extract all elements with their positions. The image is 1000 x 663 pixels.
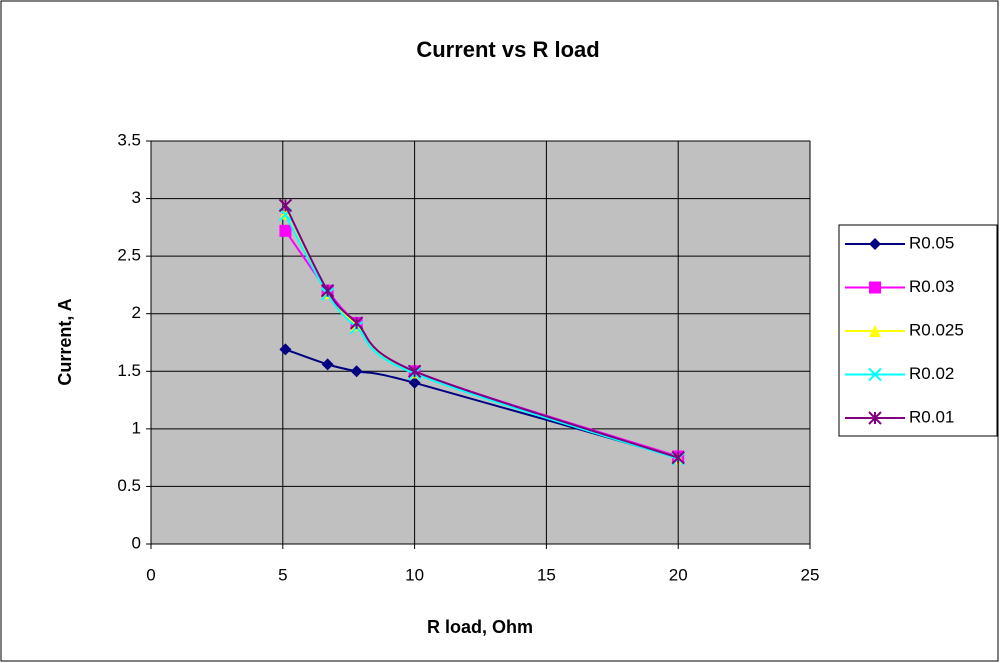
legend-label: R0.02 — [909, 364, 954, 383]
legend-label: R0.05 — [909, 233, 954, 252]
marker — [350, 365, 363, 378]
marker — [279, 343, 292, 356]
marker — [279, 224, 292, 237]
x-tick-label: 25 — [801, 565, 820, 584]
x-tick-label: 15 — [537, 565, 556, 584]
legend-label: R0.025 — [909, 320, 964, 339]
y-tick-label: 2 — [132, 303, 141, 322]
y-tick-label: 0 — [132, 533, 141, 552]
y-axis-label: Current, A — [55, 298, 75, 385]
x-tick-label: 0 — [146, 565, 155, 584]
x-axis-label: R load, Ohm — [427, 617, 533, 637]
x-tick-label: 5 — [278, 565, 287, 584]
y-tick-label: 3 — [132, 188, 141, 207]
legend-label: R0.01 — [909, 407, 954, 426]
marker — [321, 358, 334, 371]
y-tick-label: 1.5 — [117, 361, 141, 380]
marker — [869, 281, 881, 294]
marker — [869, 325, 881, 337]
series-line — [284, 205, 679, 459]
marker — [278, 198, 293, 213]
marker — [869, 238, 881, 250]
legend-label: R0.03 — [909, 277, 954, 296]
chart-title: Current vs R load — [416, 37, 599, 62]
marker — [349, 316, 364, 330]
plot-area — [150, 140, 811, 545]
y-tick-label: 2.5 — [117, 246, 141, 265]
marker — [407, 364, 422, 378]
marker — [671, 450, 685, 465]
marker — [868, 411, 882, 425]
marker — [868, 367, 882, 382]
x-tick-label: 20 — [669, 565, 688, 584]
x-tick-label: 10 — [405, 565, 424, 584]
y-tick-label: 0.5 — [117, 476, 141, 495]
y-tick-label: 1 — [132, 418, 141, 437]
y-tick-label: 3.5 — [117, 130, 141, 149]
series-line — [284, 214, 679, 460]
marker — [320, 283, 335, 298]
marker — [408, 376, 421, 389]
